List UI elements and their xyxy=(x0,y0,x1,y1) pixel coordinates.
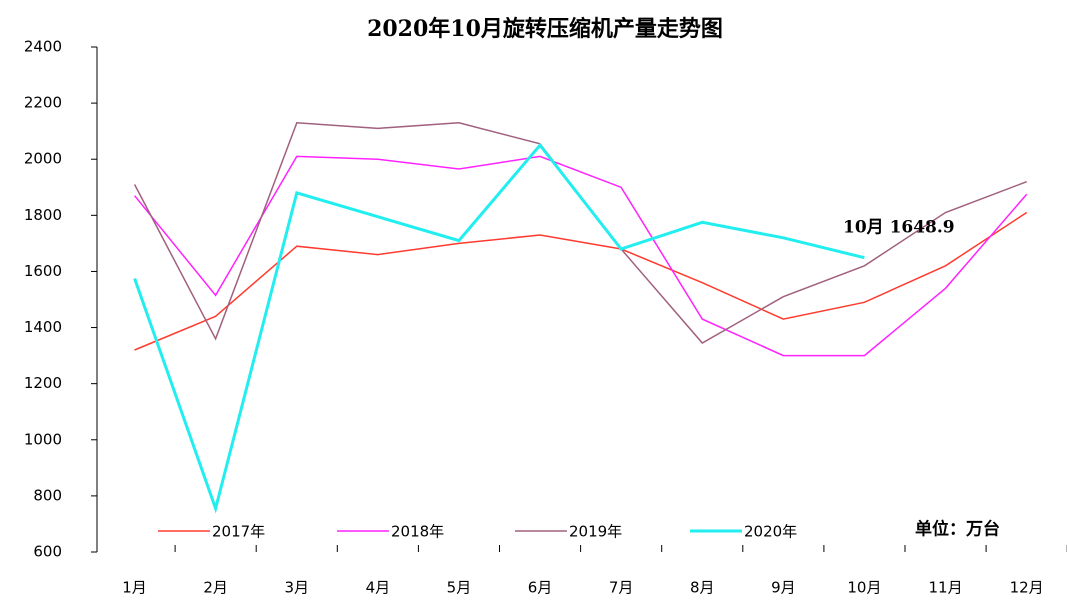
x-tick-label: 12月 xyxy=(1010,579,1044,597)
legend-label: 2018年 xyxy=(391,523,444,541)
y-tick-label: 1000 xyxy=(24,430,62,448)
y-tick-label: 2000 xyxy=(24,150,62,168)
unit-label: 单位：万台 xyxy=(915,519,1000,540)
x-tick-label: 3月 xyxy=(284,579,309,597)
x-tick-label: 10月 xyxy=(847,579,881,597)
legend-label: 2017年 xyxy=(212,523,265,541)
series-line xyxy=(133,142,865,514)
y-tick-label: 1600 xyxy=(24,262,62,280)
y-tick-label: 1200 xyxy=(24,374,62,392)
x-tick-label: 5月 xyxy=(447,579,472,597)
y-tick-label: 1800 xyxy=(24,206,62,224)
x-tick-label: 9月 xyxy=(771,579,796,597)
x-tick-label: 6月 xyxy=(528,579,553,597)
x-tick-label: 11月 xyxy=(929,579,963,597)
y-tick-label: 600 xyxy=(33,543,62,561)
series-line xyxy=(134,211,1028,351)
series-line xyxy=(134,155,1028,357)
x-tick-label: 7月 xyxy=(609,579,634,597)
legend-label: 2020年 xyxy=(744,523,797,541)
legend-label: 2019年 xyxy=(569,523,622,541)
chart-title: 2020年10月旋转压缩机产量走势图 xyxy=(367,16,723,42)
x-tick-label: 8月 xyxy=(690,579,715,597)
x-tick-label: 2月 xyxy=(203,579,228,597)
annotation: 10月 1648.9 xyxy=(843,218,955,238)
y-tick-label: 1400 xyxy=(24,318,62,336)
y-tick-label: 800 xyxy=(33,486,62,504)
y-tick-label: 2400 xyxy=(24,38,62,56)
x-tick-label: 1月 xyxy=(122,579,147,597)
y-tick-label: 2200 xyxy=(24,94,62,112)
x-tick-label: 4月 xyxy=(366,579,391,597)
